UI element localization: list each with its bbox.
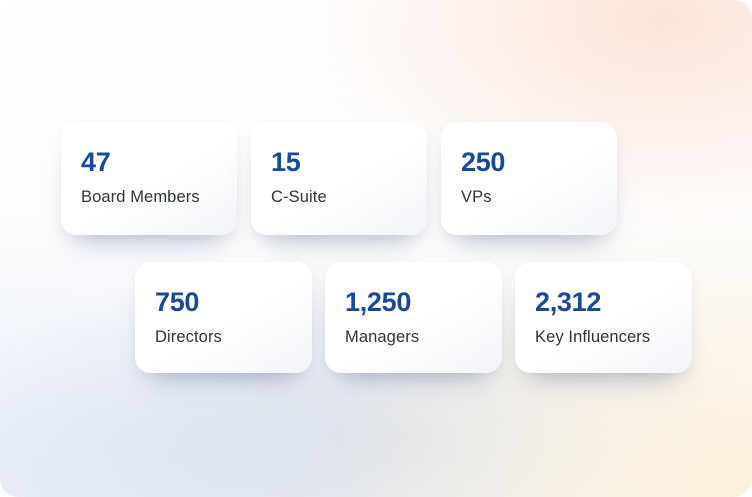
stat-card-managers: 1,250 Managers	[325, 262, 502, 373]
stat-card-c-suite: 15 C-Suite	[251, 122, 427, 235]
stat-value: 250	[461, 147, 506, 177]
stat-label: Directors	[155, 328, 222, 346]
stat-label: VPs	[461, 188, 492, 206]
stat-value: 15	[271, 147, 301, 177]
stat-label: Key Influencers	[535, 328, 651, 346]
stat-value: 47	[81, 147, 111, 177]
stat-label: Board Members	[81, 188, 200, 206]
stat-value: 750	[155, 287, 200, 317]
stat-label: Managers	[345, 328, 420, 346]
stat-card-row-top: 47 Board Members 15 C-Suite 250 VPs	[61, 122, 617, 235]
stat-card-key-influencers: 2,312 Key Influencers	[515, 262, 692, 373]
stat-card-board-members: 47 Board Members	[61, 122, 237, 235]
stat-card-directors: 750 Directors	[135, 262, 312, 373]
stat-card-row-bottom: 750 Directors 1,250 Managers 2,312 Key I…	[135, 262, 692, 373]
stat-label: C-Suite	[271, 188, 327, 206]
stat-value: 2,312	[535, 287, 602, 317]
stat-value: 1,250	[345, 287, 412, 317]
stat-card-vps: 250 VPs	[441, 122, 617, 235]
